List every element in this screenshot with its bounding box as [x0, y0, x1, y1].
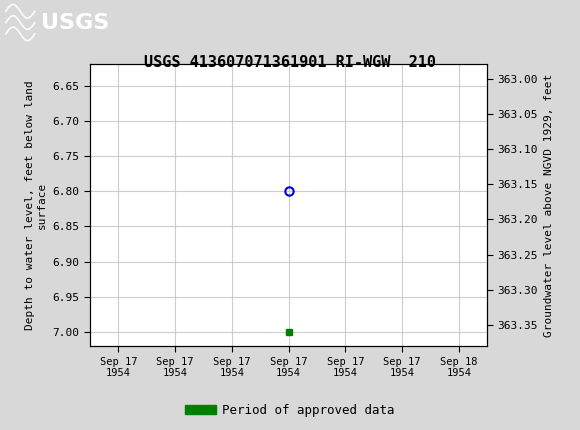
Text: USGS 413607071361901 RI-WGW  210: USGS 413607071361901 RI-WGW 210: [144, 55, 436, 70]
Y-axis label: Groundwater level above NGVD 1929, feet: Groundwater level above NGVD 1929, feet: [543, 74, 554, 337]
Legend: Period of approved data: Period of approved data: [180, 399, 400, 421]
Y-axis label: Depth to water level, feet below land
surface: Depth to water level, feet below land su…: [26, 80, 47, 330]
Text: USGS: USGS: [41, 12, 109, 33]
